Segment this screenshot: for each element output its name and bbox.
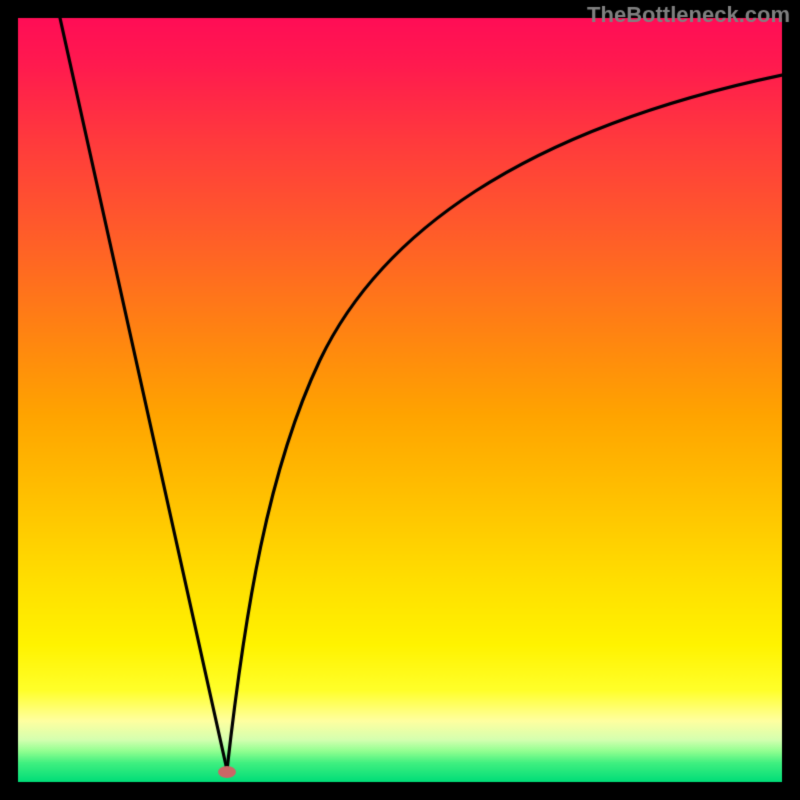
bottleneck-chart bbox=[0, 0, 800, 800]
